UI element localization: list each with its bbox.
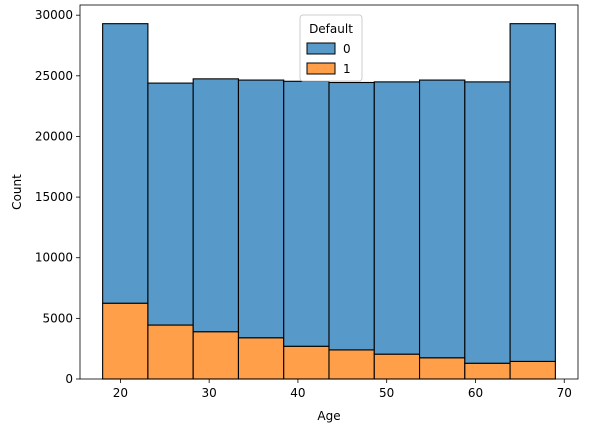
y-tick-label-1: 5000 bbox=[42, 311, 73, 325]
plot-frame bbox=[79, 4, 579, 380]
legend-swatch-1 bbox=[306, 62, 336, 75]
bar-default-0-bin-9 bbox=[509, 23, 556, 362]
bar-default-0-bin-4 bbox=[283, 80, 330, 347]
bar-default-0-bin-2 bbox=[192, 78, 240, 333]
y-tick-label-5: 25000 bbox=[35, 69, 73, 83]
x-tick-label-5: 70 bbox=[557, 386, 572, 400]
y-axis-ticks: 0 5000 10000 15000 20000 25000 30000 bbox=[35, 8, 80, 386]
bar-default-1-bin-8 bbox=[464, 362, 511, 380]
bar-default-0-bin-8 bbox=[464, 81, 511, 364]
x-axis-label: Age bbox=[317, 409, 340, 423]
y-tick-label-3: 15000 bbox=[35, 190, 73, 204]
bar-default-1-bin-4 bbox=[283, 345, 330, 380]
bar-default-1-bin-9 bbox=[509, 360, 556, 380]
bar-default-0-bin-3 bbox=[237, 79, 285, 339]
y-axis-label: Count bbox=[10, 174, 24, 210]
y-tick-label-2: 10000 bbox=[35, 251, 73, 265]
x-tick-label-1: 30 bbox=[202, 386, 217, 400]
legend-entry-0: 0 bbox=[343, 42, 351, 56]
bar-default-1-bin-3 bbox=[237, 337, 285, 380]
bar-default-1-bin-7 bbox=[418, 357, 466, 380]
legend-entry-1: 1 bbox=[343, 62, 351, 76]
bar-default-1-bin-2 bbox=[192, 331, 240, 380]
bar-default-1-bin-5 bbox=[328, 349, 375, 380]
legend-swatch-0 bbox=[306, 42, 336, 55]
x-tick-label-2: 40 bbox=[290, 386, 305, 400]
x-tick-label-0: 20 bbox=[113, 386, 128, 400]
bar-default-0-bin-7 bbox=[418, 79, 466, 359]
bar-default-0-bin-6 bbox=[373, 81, 421, 355]
x-tick-label-4: 60 bbox=[468, 386, 483, 400]
bar-default-1-bin-6 bbox=[373, 353, 421, 380]
bar-default-0-bin-5 bbox=[328, 81, 375, 351]
y-tick-label-6: 30000 bbox=[35, 8, 73, 22]
bars-layer bbox=[102, 23, 556, 380]
bar-default-1-bin-0 bbox=[102, 302, 149, 380]
y-tick-label-0: 0 bbox=[65, 372, 73, 386]
y-tick-label-4: 20000 bbox=[35, 129, 73, 143]
bar-default-0-bin-1 bbox=[147, 82, 194, 326]
bar-default-1-bin-1 bbox=[147, 324, 194, 380]
x-axis-ticks: 20 30 40 50 60 70 bbox=[113, 379, 572, 400]
x-tick-label-3: 50 bbox=[379, 386, 394, 400]
legend-title: Default bbox=[309, 22, 353, 36]
bar-default-0-bin-0 bbox=[102, 23, 149, 304]
legend: Default 0 1 bbox=[299, 14, 363, 82]
